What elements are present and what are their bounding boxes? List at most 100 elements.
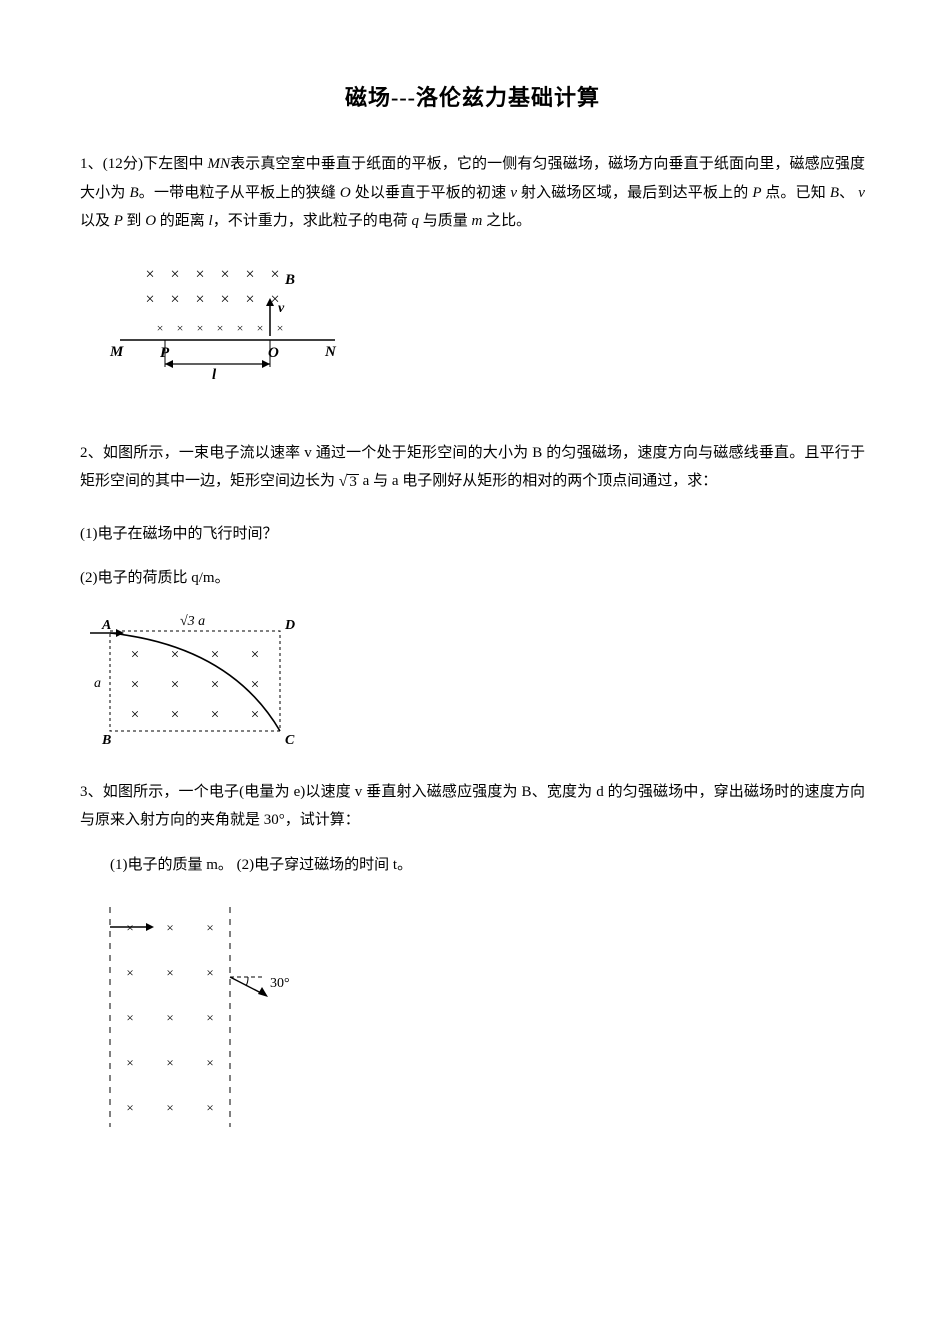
cross-icon: × [145, 291, 154, 308]
arrow-head-icon [262, 360, 270, 368]
fig2-top-label: √3 a [180, 614, 205, 629]
q1-p1g: 的距离 [160, 213, 209, 229]
figure-2: × × × × × × × × × × × × A D B C √ [80, 611, 865, 756]
q1-m: m [472, 213, 487, 229]
q1-p1f: 以及 [80, 213, 114, 229]
figure-1: × × × × × × × × × × × × × × × × × × × [80, 254, 865, 399]
cross-icon: × [166, 1055, 173, 1070]
cross-icon: × [171, 677, 179, 693]
cross-icon: × [211, 707, 219, 723]
fig1-v: v [278, 301, 285, 316]
fig1-B: B [284, 272, 295, 288]
cross-icon: × [126, 1100, 133, 1115]
q1-p1b: 。一带电粒子从平板上的狭缝 [139, 185, 340, 201]
cross-icon: × [206, 965, 213, 980]
q1-P: P [752, 185, 765, 201]
q1-B2: B [830, 185, 839, 201]
q1-P2: P [114, 213, 127, 229]
cross-icon: × [245, 291, 254, 308]
q1-v2: v [854, 185, 865, 201]
q1-to: 到 [126, 213, 145, 229]
spacer [80, 502, 865, 520]
arrow-head-icon [258, 987, 268, 997]
q3-text: 3、如图所示，一个电子(电量为 e)以速度 v 垂直射入磁感应强度为 B、宽度为… [80, 778, 865, 835]
cross-icon: × [171, 647, 179, 663]
q2-b: (2)电子的荷质比 q/m。 [80, 564, 865, 593]
q1-p1c: 处以垂直于平板的初速 [355, 185, 511, 201]
arrow-head-icon [116, 629, 124, 637]
cross-icon: × [131, 707, 139, 723]
cross-icon: × [195, 291, 204, 308]
q3-sub: (1)电子的质量 m。 (2)电子穿过磁场的时间 t。 [80, 851, 865, 880]
cross-icon: × [157, 321, 164, 335]
angle-arc [246, 977, 248, 986]
cross-icon: × [197, 321, 204, 335]
cross-icon: × [257, 321, 264, 335]
cross-icon: × [166, 965, 173, 980]
sqrt-arg: 3 [347, 474, 359, 490]
cross-icon: × [166, 1100, 173, 1115]
q1-text: 1、(12分)下左图中 MN表示真空室中垂直于纸面的平板，它的一侧有匀强磁场，磁… [80, 150, 865, 236]
cross-icon: × [251, 647, 259, 663]
fig2-C: C [285, 733, 295, 748]
cross-icon: × [126, 965, 133, 980]
cross-icon: × [251, 707, 259, 723]
cross-icon: × [206, 1010, 213, 1025]
q1-p1h: ，不计重力，求此粒子的电荷 [213, 213, 412, 229]
q1-comma: 、 [839, 185, 854, 201]
q2-p1b: a 与 a 电子刚好从矩形的相对的两个顶点间通过，求： [363, 473, 718, 489]
spacer [80, 554, 865, 564]
cross-icon: × [131, 677, 139, 693]
cross-icon: × [131, 647, 139, 663]
cross-icon: × [206, 920, 213, 935]
q1-p1e: 点。已知 [765, 185, 830, 201]
q1-p1j: 之比。 [486, 213, 531, 229]
q2-text: 2、如图所示，一束电子流以速率 v 通过一个处于矩形空间的大小为 B 的匀强磁场… [80, 439, 865, 496]
cross-icon: × [195, 266, 204, 283]
cross-icon: × [206, 1100, 213, 1115]
q1-B1: B [129, 185, 138, 201]
fig2-D: D [284, 618, 295, 633]
cross-icon: × [211, 677, 219, 693]
cross-icon: × [251, 677, 259, 693]
fig3-angle: 30° [270, 976, 290, 991]
fig2-A: A [101, 618, 111, 633]
cross-icon: × [126, 1010, 133, 1025]
figure-2-svg: × × × × × × × × × × × × A D B C √ [80, 611, 310, 751]
cross-icon: × [277, 321, 284, 335]
cross-icon: × [245, 266, 254, 283]
figure-3: × × × × × × × × × × × × × × × [80, 897, 865, 1142]
figure-3-svg: × × × × × × × × × × × × × × × [80, 897, 330, 1137]
cross-icon: × [237, 321, 244, 335]
q1-head: 1、(12分)下左图中 [80, 156, 207, 172]
q1-mn: MN [207, 156, 230, 172]
cross-icon: × [145, 266, 154, 283]
cross-icon: × [270, 266, 279, 283]
cross-icon: × [177, 321, 184, 335]
cross-icon: × [211, 647, 219, 663]
q1-q: q [411, 213, 422, 229]
q1-O: O [340, 185, 355, 201]
cross-icon: × [166, 1010, 173, 1025]
cross-icon: × [126, 1055, 133, 1070]
page: 磁场---洛伦兹力基础计算 1、(12分)下左图中 MN表示真空室中垂直于纸面的… [0, 0, 945, 1337]
arrow-head-icon [165, 360, 173, 368]
cross-icon: × [217, 321, 224, 335]
cross-icon: × [166, 920, 173, 935]
spacer [80, 841, 865, 851]
fig1-N: N [324, 344, 337, 360]
fig2-B: B [101, 733, 111, 748]
fig1-M: M [109, 344, 124, 360]
figure-1-svg: × × × × × × × × × × × × × × × × × × × [80, 254, 360, 394]
cross-icon: × [170, 291, 179, 308]
cross-icon: × [171, 707, 179, 723]
cross-icon: × [206, 1055, 213, 1070]
fig2-side-label: a [94, 676, 101, 691]
sqrt-icon: √3 [339, 473, 359, 490]
spacer [80, 421, 865, 439]
q1-p1i: 与质量 [423, 213, 472, 229]
fig1-l: l [212, 367, 217, 383]
q2-a: (1)电子在磁场中的飞行时间？ [80, 520, 865, 549]
cross-icon: × [170, 266, 179, 283]
q1-O2: O [145, 213, 160, 229]
